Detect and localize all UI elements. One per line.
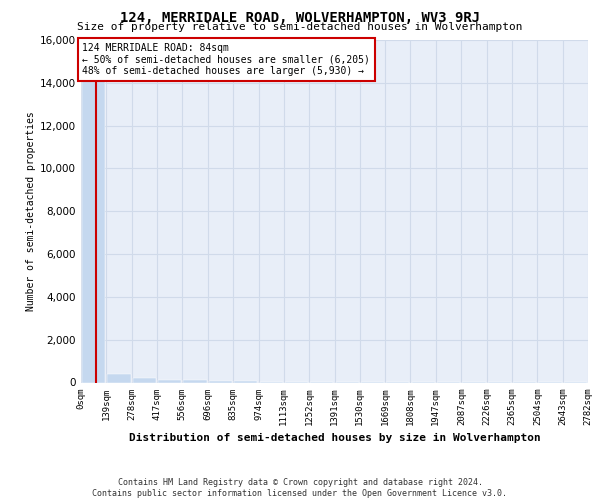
Text: 124, MERRIDALE ROAD, WOLVERHAMPTON, WV3 9RJ: 124, MERRIDALE ROAD, WOLVERHAMPTON, WV3 …	[120, 11, 480, 25]
Bar	[158, 380, 181, 382]
Bar	[133, 378, 156, 382]
X-axis label: Distribution of semi-detached houses by size in Wolverhampton: Distribution of semi-detached houses by …	[128, 434, 541, 444]
Y-axis label: Number of semi-detached properties: Number of semi-detached properties	[26, 112, 36, 311]
Text: Size of property relative to semi-detached houses in Wolverhampton: Size of property relative to semi-detach…	[77, 22, 523, 32]
Text: Contains HM Land Registry data © Crown copyright and database right 2024.
Contai: Contains HM Land Registry data © Crown c…	[92, 478, 508, 498]
Bar	[82, 57, 106, 382]
Text: 124 MERRIDALE ROAD: 84sqm
← 50% of semi-detached houses are smaller (6,205)
48% : 124 MERRIDALE ROAD: 84sqm ← 50% of semi-…	[82, 42, 370, 76]
Bar	[209, 381, 232, 382]
Bar	[107, 374, 131, 382]
Bar	[184, 380, 207, 382]
